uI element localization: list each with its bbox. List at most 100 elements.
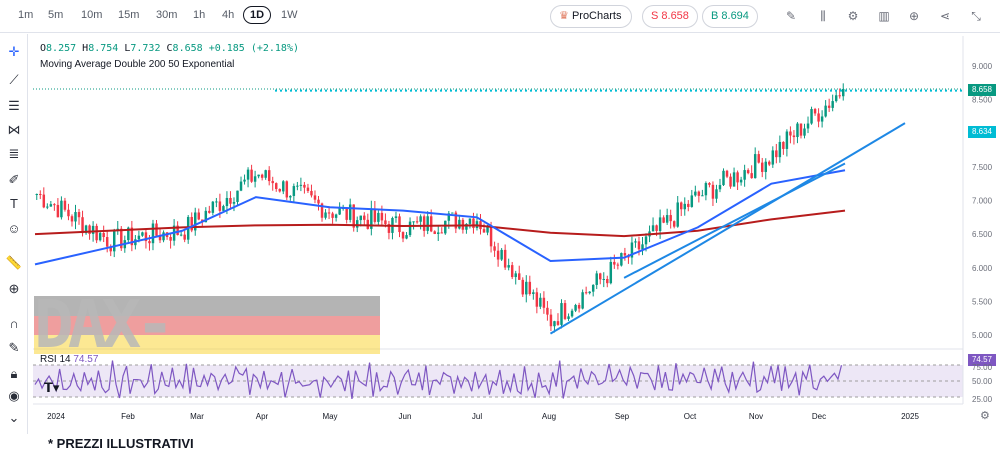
zoom-icon[interactable]: ⊕ <box>8 281 20 296</box>
crosshair-icon[interactable]: ✛ <box>8 44 20 59</box>
timeframe-10m[interactable]: 10m <box>81 9 103 21</box>
candle <box>500 249 503 260</box>
timeframe-4h[interactable]: 4h <box>222 9 235 21</box>
candle <box>331 213 334 218</box>
candle <box>535 292 539 307</box>
price-tick: 6.000 <box>972 264 993 273</box>
sell-button[interactable]: S 8.658 <box>642 5 698 28</box>
time-tick: Nov <box>749 412 763 421</box>
trendline-1[interactable] <box>549 122 906 335</box>
ruler-icon[interactable]: 📏 <box>5 255 23 270</box>
timeframe-1m[interactable]: 1m <box>18 9 34 21</box>
watermark-text: DAX-pro.com <box>34 296 175 354</box>
emoji-icon[interactable]: ☺ <box>7 221 21 236</box>
candle <box>613 261 616 265</box>
ohlc-legend: O8.257 H8.754 L7.732 C8.658 +0.185 (+2.1… <box>40 43 299 54</box>
candle <box>95 225 98 241</box>
candle <box>736 172 739 183</box>
candle <box>134 239 137 246</box>
plus-icon[interactable]: ⊕ <box>908 9 920 23</box>
candle <box>616 264 620 266</box>
chevron-down-icon[interactable]: ⌄ <box>8 410 20 425</box>
candle <box>327 212 331 214</box>
collapse-icon[interactable]: ⤡ <box>971 9 981 23</box>
chart-type-icon[interactable]: ⫼ <box>820 9 826 23</box>
text-icon[interactable]: T <box>10 196 18 211</box>
candle <box>275 183 278 190</box>
price-tick: 7.000 <box>972 197 993 206</box>
pencil-lock-icon[interactable]: ✎ <box>8 340 20 355</box>
pencil-icon[interactable]: ✎ <box>785 9 797 23</box>
candle <box>834 95 838 102</box>
candle <box>296 185 299 187</box>
candle <box>507 265 510 268</box>
drawing-toolbar: ✛ ⟋ ☰ ⋈ ≣ ✐ T ☺ 📏 ⊕ ∩ ✎ 🔒︎ ◉ ⌄ <box>0 34 28 434</box>
timeframe-5m[interactable]: 5m <box>48 9 64 21</box>
fib-icon[interactable]: ≣ <box>8 146 20 161</box>
candle <box>662 217 665 223</box>
candle <box>391 218 394 233</box>
timeframe-1w[interactable]: 1W <box>281 9 298 21</box>
candle <box>803 128 806 136</box>
candle <box>458 219 461 229</box>
candle <box>644 236 648 245</box>
brush-icon[interactable]: ✐ <box>8 172 20 187</box>
share-icon[interactable]: ⋖ <box>939 9 951 23</box>
candle <box>672 221 676 227</box>
candle <box>260 174 264 178</box>
candle <box>563 303 567 319</box>
candle <box>345 208 348 220</box>
candle <box>394 216 398 219</box>
candle <box>120 228 123 249</box>
candle <box>208 210 211 213</box>
pattern-icon[interactable]: ⋈ <box>7 122 21 137</box>
candle <box>581 292 584 309</box>
magnet-icon[interactable]: ∩ <box>9 316 19 331</box>
candle <box>556 321 560 325</box>
horizontal-lines-icon[interactable]: ☰ <box>8 98 20 113</box>
settings-icon[interactable]: ⚙ <box>847 9 859 23</box>
last-price-badge: 8.658 <box>968 84 996 96</box>
candle <box>820 116 824 122</box>
candle <box>67 209 70 217</box>
ma-slow-line <box>34 209 846 238</box>
candle <box>63 200 67 210</box>
candle <box>620 253 623 266</box>
candle <box>648 231 651 237</box>
candle <box>465 223 468 230</box>
trendline-2[interactable] <box>623 162 846 279</box>
trendline-icon[interactable]: ⟋ <box>9 72 19 87</box>
candle <box>764 161 767 172</box>
candle <box>56 204 60 218</box>
candle <box>324 212 327 218</box>
timeframe-1d[interactable]: 1D <box>243 6 272 24</box>
candle <box>503 249 507 268</box>
buy-button[interactable]: B 8.694 <box>702 5 758 28</box>
prochart-button[interactable]: ♛ ProCharts <box>550 5 632 28</box>
candle <box>401 232 405 239</box>
candle <box>510 265 514 278</box>
candle <box>746 170 750 174</box>
candle <box>627 255 630 258</box>
settings-gear-icon[interactable]: ⚙ <box>980 410 990 422</box>
candle <box>599 273 602 280</box>
candle <box>123 240 127 249</box>
candle <box>796 123 799 138</box>
candle <box>827 105 831 108</box>
candle <box>116 228 119 230</box>
candle <box>229 197 232 204</box>
eye-icon[interactable]: ◉ <box>8 388 20 403</box>
timeframe-30m[interactable]: 30m <box>156 9 178 21</box>
candle <box>246 169 250 180</box>
candle <box>91 225 95 234</box>
candle <box>419 216 422 222</box>
price-axis-ticks: 9.0008.5008.0007.5007.0006.5006.0005.500… <box>972 62 993 340</box>
lock-icon[interactable]: 🔒︎ <box>10 366 18 381</box>
candle <box>792 135 796 138</box>
candle <box>35 194 38 196</box>
timeframe-15m[interactable]: 15m <box>118 9 140 21</box>
bars-icon[interactable]: ▥ <box>878 9 890 23</box>
rsi-tick-75: 75.00 <box>972 363 993 372</box>
candle <box>405 235 408 239</box>
timeframe-1h[interactable]: 1h <box>193 9 206 21</box>
